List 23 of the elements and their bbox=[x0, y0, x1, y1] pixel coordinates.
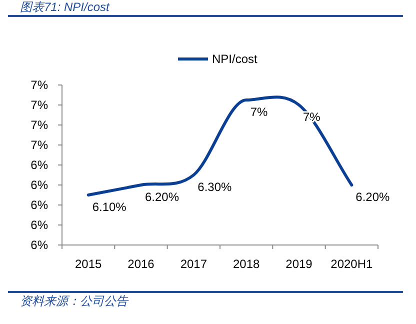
y-tick-label: 6% bbox=[30, 158, 48, 172]
x-tick-label: 2018 bbox=[232, 257, 260, 271]
legend-label: NPI/cost bbox=[212, 52, 258, 66]
text: 6.20% bbox=[145, 190, 180, 204]
y-tick-label: 6% bbox=[30, 238, 48, 252]
x-tick-label: 2015 bbox=[74, 257, 102, 271]
x-tick-label: 2019 bbox=[286, 257, 313, 271]
x-tick-label: 2020H1 bbox=[330, 257, 374, 271]
text: 资料来源：公司公告 bbox=[20, 294, 129, 308]
text: 6.10% bbox=[92, 200, 126, 214]
y-tick-label: 7% bbox=[30, 78, 48, 92]
text: 6.20% bbox=[356, 190, 390, 204]
y-tick-label: 7% bbox=[30, 98, 48, 112]
y-tick-label: 7% bbox=[30, 138, 48, 152]
x-tick-label: 2016 bbox=[128, 257, 155, 271]
text: 7% bbox=[250, 105, 268, 119]
chart-title: 图表71: NPI/cost bbox=[20, 0, 110, 14]
text: 6.30% bbox=[198, 180, 232, 194]
x-tick-label: 2017 bbox=[180, 257, 208, 271]
y-tick-label: 6% bbox=[30, 178, 48, 192]
y-tick-label: 7% bbox=[30, 118, 48, 132]
y-tick-label: 6% bbox=[30, 198, 48, 212]
y-tick-label: 6% bbox=[30, 218, 48, 232]
